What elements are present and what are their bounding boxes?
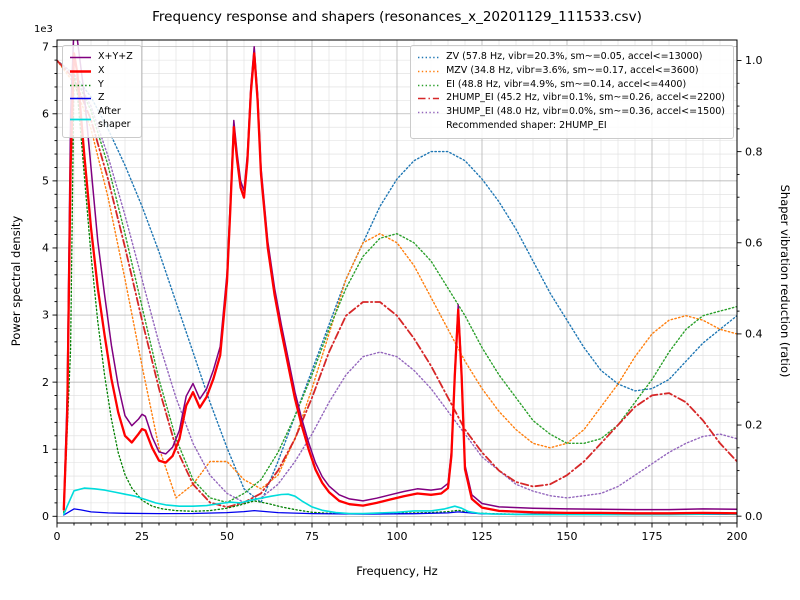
legend-entry-3hump_ei: 3HUMP_EI (48.0 Hz, vibr=0.0%, sm~=0.36, …	[417, 106, 725, 119]
legend-entry-ei: EI (48.8 Hz, vibr=4.9%, sm~=0.14, accel<…	[417, 79, 725, 92]
svg-text:75: 75	[305, 530, 319, 543]
series-line-mzv	[57, 59, 737, 499]
legend-psd: X+Y+Z X Y Z After shaper	[62, 45, 142, 138]
series-line-3hump-ei	[57, 59, 737, 504]
y-axis-offset-label: 1e3	[34, 24, 53, 35]
legend-label: ZV (57.8 Hz, vibr=20.3%, sm~=0.05, accel…	[446, 51, 703, 62]
series-line-y	[63, 72, 737, 515]
svg-text:25: 25	[135, 530, 149, 543]
svg-text:7: 7	[42, 40, 49, 53]
series-line-x	[62, 52, 737, 515]
legend-line-sample	[418, 111, 440, 114]
legend-line-sample	[70, 84, 91, 86]
legend-label: X+Y+Z	[98, 51, 133, 62]
legend-label: Z	[98, 92, 105, 104]
svg-text:0.8: 0.8	[745, 145, 763, 158]
series-line-zv	[57, 59, 737, 504]
legend-label: 2HUMP_EI (45.2 Hz, vibr=0.1%, sm~=0.26, …	[446, 92, 725, 104]
legend-entry-mzv: MZV (34.8 Hz, vibr=3.6%, sm~=0.17, accel…	[417, 65, 725, 78]
legend-line-sample	[418, 84, 440, 86]
axis-ticks	[52, 46, 742, 528]
legend-line-sample	[418, 98, 440, 100]
tick-labels: 0 25 50 75 100 125 150 175 200 0 1 2 3 4 5 6 7 0.0 0.2 0.4 0…	[42, 40, 763, 543]
legend-label: EI (48.8 Hz, vibr=4.9%, sm~=0.14, accel<…	[446, 78, 687, 90]
series-line-after-shaper	[63, 487, 737, 516]
svg-text:3: 3	[42, 309, 49, 322]
legend-label: X	[98, 64, 105, 76]
legend-note-text: Recommended shaper: 2HUMP_EI	[446, 120, 607, 132]
legend-entry-zv: ZV (57.8 Hz, vibr=20.3%, sm~=0.05, accel…	[417, 51, 725, 64]
legend-line-sample	[418, 56, 440, 59]
series-group	[57, 40, 737, 516]
legend-line-sample	[70, 56, 91, 59]
svg-text:50: 50	[220, 530, 234, 543]
legend-entry-2hump_ei: 2HUMP_EI (45.2 Hz, vibr=0.1%, sm~=0.26, …	[417, 92, 725, 105]
series-line-ei	[57, 59, 737, 504]
legend-note-recommended-shaper: Recommended shaper: 2HUMP_EI	[417, 120, 725, 133]
svg-text:4: 4	[42, 242, 49, 255]
svg-text:5: 5	[42, 175, 49, 188]
legend-entry-z: Z	[69, 92, 133, 105]
legend-label: Y	[98, 78, 104, 90]
x-axis-label: Frequency, Hz	[356, 564, 438, 578]
legend-entry-x+y+z: X+Y+Z	[69, 51, 133, 64]
svg-text:6: 6	[42, 107, 49, 120]
svg-text:1: 1	[42, 443, 49, 456]
svg-text:100: 100	[387, 530, 408, 543]
legend-shapers: ZV (57.8 Hz, vibr=20.3%, sm~=0.05, accel…	[410, 45, 734, 139]
svg-text:0: 0	[54, 530, 61, 543]
chart-title: Frequency response and shapers (resonanc…	[152, 9, 642, 25]
series-line-2hump-ei	[57, 59, 737, 508]
svg-text:0.6: 0.6	[745, 236, 763, 249]
legend-label: 3HUMP_EI (48.0 Hz, vibr=0.0%, sm~=0.36, …	[446, 106, 725, 118]
legend-line-sample	[70, 70, 91, 73]
svg-text:125: 125	[472, 530, 493, 543]
svg-text:200: 200	[727, 530, 748, 543]
svg-text:2: 2	[42, 376, 49, 389]
legend-entry-y: Y	[69, 79, 133, 92]
legend-label: After shaper	[98, 106, 131, 131]
legend-line-sample	[70, 98, 91, 100]
svg-text:0.4: 0.4	[745, 328, 763, 341]
svg-text:0: 0	[42, 510, 49, 523]
legend-entry-aftershaper: After shaper	[69, 106, 133, 132]
svg-text:1.0: 1.0	[745, 54, 763, 67]
svg-text:0.0: 0.0	[745, 510, 763, 523]
legend-label: MZV (34.8 Hz, vibr=3.6%, sm~=0.17, accel…	[446, 64, 699, 76]
legend-entry-x: X	[69, 65, 133, 78]
svg-text:150: 150	[557, 530, 578, 543]
svg-text:0.2: 0.2	[745, 419, 763, 432]
legend-line-sample	[70, 118, 91, 120]
svg-text:175: 175	[642, 530, 663, 543]
legend-line-sample	[418, 70, 440, 72]
